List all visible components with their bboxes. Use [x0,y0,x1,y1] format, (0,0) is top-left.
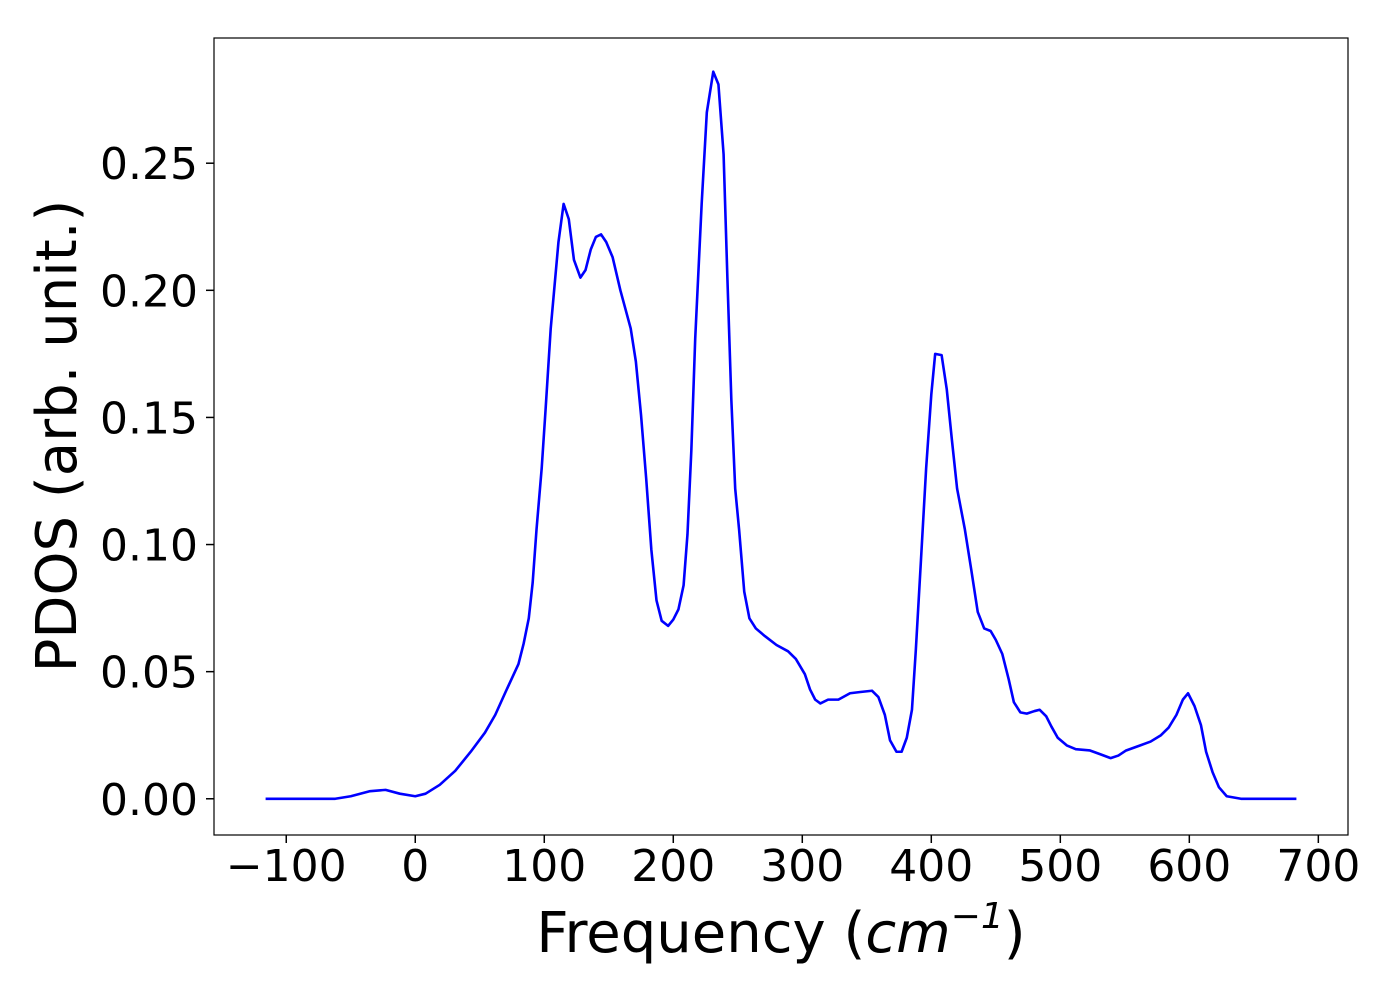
x-tick-label: 300 [760,841,844,892]
y-tick-label: 0.15 [100,393,198,444]
x-tick-label: 600 [1147,841,1231,892]
x-label-exponent: −1 [951,896,1004,937]
x-tick-label: 400 [889,841,973,892]
x-tick-label: 700 [1276,841,1360,892]
x-label-close: ) [1004,901,1026,966]
x-tick-label: 500 [1018,841,1102,892]
y-tick-label: 0.00 [100,775,198,826]
y-axis-label: PDOS (arb. unit.) [25,200,90,673]
x-axis-label: Frequency (cm−1) [536,896,1025,966]
plot-frame [213,37,1349,836]
x-label-text: Frequency ( [536,901,865,966]
y-tick-label: 0.20 [100,266,198,317]
y-tick-label: 0.10 [100,521,198,572]
line-series [265,70,1297,801]
x-tick-label: 100 [502,841,586,892]
x-label-unit: cm [865,901,950,966]
x-tick-label: −100 [226,841,347,892]
y-tick-label: 0.25 [100,139,198,190]
x-tick-label: 0 [401,841,429,892]
y-tick-label: 0.05 [100,648,198,699]
x-tick-label: 200 [631,841,715,892]
